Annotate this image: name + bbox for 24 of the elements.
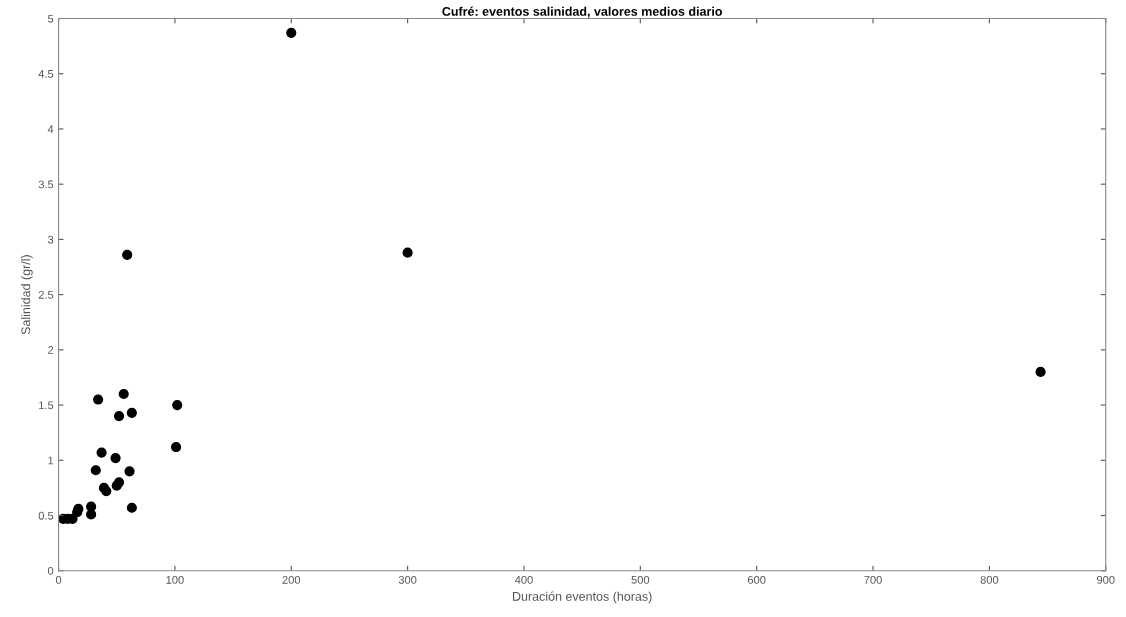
chart-title: Cufré: eventos salinidad, valores medios diario bbox=[442, 6, 722, 18]
x-tick-label: 600 bbox=[747, 575, 766, 584]
x-tick-label: 500 bbox=[631, 575, 650, 584]
y-tick-label: 4 bbox=[47, 125, 54, 133]
y-tick-label: 4.5 bbox=[38, 70, 54, 78]
y-tick-label: 2.5 bbox=[38, 290, 54, 299]
y-tick-label: 1 bbox=[48, 456, 54, 465]
x-tick-label: 300 bbox=[398, 575, 417, 584]
x-tick-label: 100 bbox=[166, 575, 184, 584]
y-tick-label: 1.5 bbox=[39, 401, 54, 410]
y-tick-label: 0.5 bbox=[38, 511, 54, 520]
y-tick-label: 3 bbox=[47, 235, 54, 244]
x-tick-label: 800 bbox=[980, 575, 999, 584]
y-tick-label: 2 bbox=[48, 346, 54, 354]
x-tick-label: 400 bbox=[514, 575, 533, 584]
y-tick-label: 3.5 bbox=[38, 180, 54, 189]
x-tick-label: 700 bbox=[864, 575, 882, 584]
y-tick-label: 0 bbox=[47, 566, 54, 575]
y-tick-label: 5 bbox=[47, 14, 54, 23]
y-axis-title: Salinidad (gr/l) bbox=[21, 255, 33, 335]
x-tick-label: 0 bbox=[55, 575, 62, 584]
x-axis-title: Duración eventos (horas) bbox=[513, 591, 652, 604]
x-tick-label: 200 bbox=[282, 575, 301, 584]
x-tick-label: 900 bbox=[1096, 575, 1115, 584]
